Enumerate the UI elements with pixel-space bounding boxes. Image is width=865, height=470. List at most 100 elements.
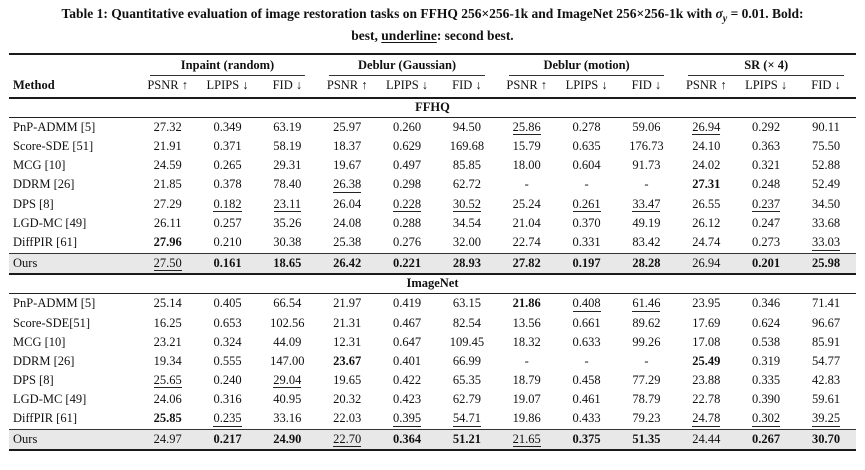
second-best-value: 0.235 (213, 411, 242, 427)
metric-cell: 19.67 (333, 158, 362, 173)
table-row: Ours 24.97 0.217 24.90 22.70 0.364 51.21 21.65 0… (9, 429, 856, 451)
empty-corner-cell (9, 54, 138, 76)
metric-cell: 33.47 (617, 195, 677, 215)
metric-cell: 25.65 (138, 371, 198, 391)
second-best-value: 22.70 (333, 431, 362, 448)
metric-cell: 25.38 (333, 235, 362, 250)
caption-line1: Table 1: Quantitative evaluation of imag… (6, 5, 859, 27)
metric-cell: 27.50 (138, 253, 198, 274)
method-cell: DiffPIR [61] (13, 235, 78, 250)
method-cell: DDRM [26] (13, 353, 75, 368)
metric-cell: 0.629 (392, 139, 422, 154)
metric-cell: 40.95 (273, 392, 302, 407)
metric-cell: 23.11 (257, 195, 317, 215)
section-title: FFHQ (9, 97, 856, 118)
metric-cell: 71.41 (811, 296, 841, 311)
metric-cell: 94.50 (452, 119, 481, 134)
table-row: DiffPIR [61] 25.85 0.235 33.16 22.03 0.395 54.… (9, 409, 856, 429)
metric-cell: 19.65 (333, 372, 362, 387)
metric-cell: 58.19 (273, 139, 302, 154)
metric-cell: 24.06 (153, 392, 182, 407)
metric-cell: 33.68 (811, 216, 841, 231)
method-cell: Ours (13, 255, 38, 270)
table-row: Ours 27.50 0.161 18.65 26.42 0.221 28.93 27.82 0… (9, 253, 856, 275)
metric-cell: 0.316 (213, 392, 242, 407)
group-inpaint-random: Inpaint (random) (138, 54, 318, 76)
metric-cell: 0.661 (572, 315, 601, 330)
second-best-value: 39.25 (811, 411, 841, 427)
metric-cell: 24.78 (676, 409, 736, 429)
metric-cell: - (644, 177, 649, 192)
method-cell: DPS [8] (13, 372, 54, 387)
metric-cell: 0.349 (213, 119, 242, 134)
method-column-header: Method (9, 75, 138, 99)
metric-cell: 27.32 (153, 119, 182, 134)
second-best-value: 0.228 (392, 196, 422, 213)
metric-cell: 89.62 (632, 315, 661, 330)
metric-cell: 17.08 (692, 334, 721, 349)
metric-cell: 18.65 (273, 255, 302, 270)
metric-cell: 21.31 (333, 315, 362, 330)
second-best-value: 54.71 (452, 411, 481, 427)
metric-cell: 0.331 (572, 235, 601, 250)
metric-cell: 0.261 (557, 195, 617, 215)
metric-cell: 12.31 (333, 334, 362, 349)
psnr-header: PSNR ↑ (496, 75, 557, 99)
second-best-value: 0.408 (572, 296, 601, 312)
metric-cell: 21.91 (153, 139, 182, 154)
metric-cell: 0.321 (752, 158, 781, 173)
metric-cell: 0.461 (572, 392, 601, 407)
metric-cell: 26.12 (692, 216, 721, 231)
metric-cell: 0.364 (392, 431, 422, 446)
metric-cell: 0.267 (752, 431, 781, 446)
metric-cell: 78.79 (632, 392, 661, 407)
metric-cell: 25.86 (497, 117, 557, 137)
metric-cell: 24.10 (692, 139, 721, 154)
metric-cell: 0.604 (572, 158, 601, 173)
metric-cell: 21.65 (497, 429, 557, 450)
metric-cell: 0.298 (392, 177, 422, 192)
fid-header: FID ↓ (257, 75, 318, 99)
metric-cell: 65.35 (452, 372, 481, 387)
table-row: PnP-ADMM [5] 25.14 0.405 66.54 21.97 0.419 63.… (9, 294, 856, 314)
caption-text: = 0.01. Bold: (727, 6, 804, 21)
metric-cell: 44.09 (273, 334, 302, 349)
table-row: DPS [8] 25.65 0.240 29.04 19.65 0.422 65.35 18.… (9, 371, 856, 391)
sigma-symbol: σy (715, 6, 728, 25)
second-best-value: 0.182 (213, 196, 242, 213)
metric-cell: 26.11 (153, 216, 182, 231)
metric-cell: - (644, 353, 649, 368)
metric-cell: 0.458 (572, 372, 601, 387)
metric-cell: 30.38 (273, 235, 302, 250)
metric-cell: 0.260 (392, 119, 422, 134)
metric-cell: 25.98 (811, 255, 841, 270)
group-header-row: Inpaint (random) Deblur (Gaussian) Deblu… (9, 54, 856, 76)
metric-cell: 30.52 (437, 195, 497, 215)
metric-cell: 19.34 (153, 353, 182, 368)
metric-cell: 0.210 (213, 235, 242, 250)
metric-cell: 0.197 (572, 255, 601, 270)
table-caption: Table 1: Quantitative evaluation of imag… (0, 0, 865, 53)
method-cell: LGD-MC [49] (13, 216, 87, 231)
metric-cell: 0.324 (213, 334, 242, 349)
metric-cell: 49.19 (632, 216, 661, 231)
metric-cell: 62.79 (452, 392, 481, 407)
psnr-header: PSNR ↑ (317, 75, 378, 99)
metric-cell: 0.497 (392, 158, 422, 173)
second-best-value: 33.47 (632, 196, 661, 213)
metric-cell: 0.635 (572, 139, 601, 154)
second-best-value: 26.38 (333, 177, 362, 193)
metric-cell: 33.03 (796, 233, 856, 253)
section-header-row: ImageNet (9, 274, 856, 295)
metric-cell: 0.319 (752, 353, 781, 368)
table-row: DPS [8] 27.29 0.182 23.11 26.04 0.228 30.52 25.… (9, 195, 856, 215)
metric-cell: 34.54 (452, 216, 481, 231)
table-row: PnP-ADMM [5] 27.32 0.349 63.19 25.97 0.260 94.… (9, 117, 856, 137)
metric-cell: 32.00 (452, 235, 481, 250)
metric-cell: 26.42 (333, 255, 362, 270)
metric-cell: 18.79 (512, 372, 541, 387)
metric-cell: 0.408 (557, 294, 617, 314)
metric-cell: 25.85 (153, 411, 182, 426)
metric-cell: 26.55 (692, 196, 721, 211)
psnr-header: PSNR ↑ (676, 75, 737, 99)
